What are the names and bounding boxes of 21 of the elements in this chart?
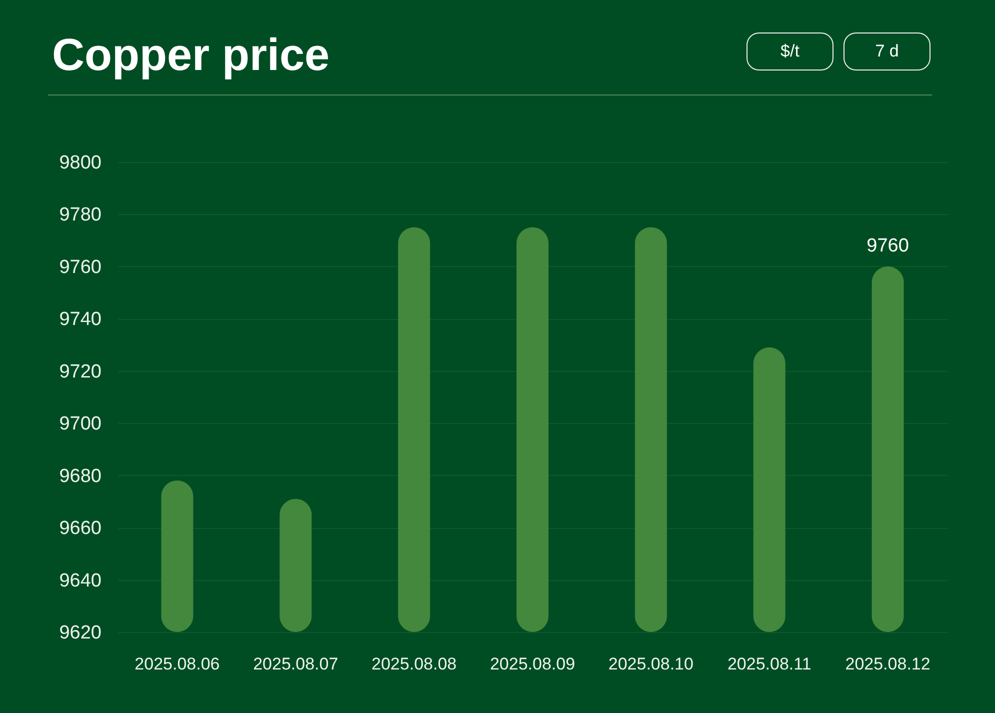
- y-tick-label: 9620: [59, 622, 102, 644]
- y-tick-label: 9680: [59, 466, 102, 487]
- y-tick-label: 9720: [59, 361, 102, 382]
- x-tick-label: 2025.08.07: [253, 654, 338, 674]
- x-tick-label: 2025.08.11: [727, 654, 812, 674]
- x-tick-label: 2025.08.06: [134, 654, 220, 674]
- y-tick-label: 9640: [59, 570, 102, 592]
- y-tick-label: 9780: [59, 204, 102, 226]
- x-tick-label: 2025.08.08: [372, 654, 457, 674]
- y-tick-label: 9660: [59, 518, 102, 540]
- x-tick-label: 2025.08.09: [490, 654, 576, 674]
- text: $/t: [780, 42, 800, 60]
- y-tick-label: 9740: [59, 309, 102, 330]
- y-tick-label: 9760: [59, 256, 102, 278]
- x-tick-label: 2025.08.12: [845, 654, 930, 674]
- y-tick-label: 9800: [59, 152, 102, 174]
- data-label: 9760: [866, 235, 909, 256]
- x-tick-label: 2025.08.10: [608, 654, 694, 674]
- y-tick-label: 9700: [59, 414, 102, 435]
- chart-title: Copper price: [52, 29, 330, 80]
- text: 7 d: [875, 42, 899, 60]
